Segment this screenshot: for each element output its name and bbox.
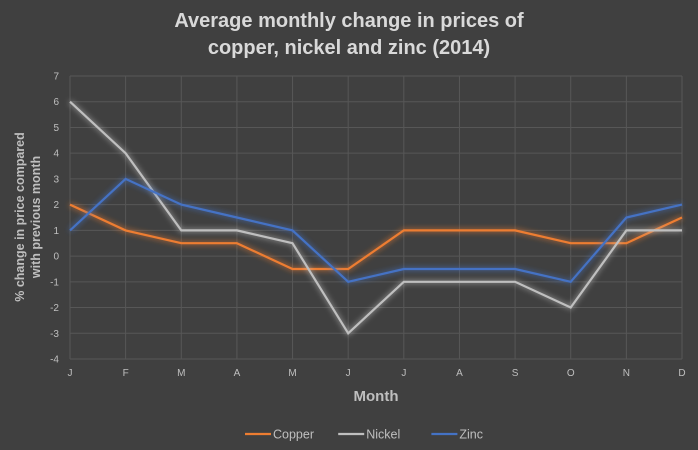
x-tick-label: J	[346, 368, 351, 379]
y-tick-label: 2	[53, 200, 59, 211]
legend-label: Nickel	[366, 428, 400, 442]
legend-item-copper: Copper	[245, 428, 314, 442]
y-tick-label: 7	[53, 72, 59, 83]
y-axis-title-line-1: % change in price compared	[13, 132, 27, 302]
y-axis-title: % change in price compared with previous…	[13, 132, 43, 302]
chart-title: Average monthly change in prices of copp…	[0, 8, 698, 62]
y-axis-title-line-2: with previous month	[29, 156, 43, 279]
y-tick-label: 1	[53, 226, 59, 237]
gridlines	[69, 75, 683, 360]
y-tick-label: 6	[53, 97, 59, 108]
series-line-nickel	[69, 100, 682, 336]
x-tick-label: D	[678, 368, 685, 379]
series-lines	[69, 100, 683, 336]
y-tick-label: 4	[53, 149, 59, 160]
y-tick-label: 0	[53, 252, 59, 263]
x-tick-label: N	[623, 368, 630, 379]
legend-item-zinc: Zinc	[431, 428, 483, 442]
y-tick-label: 5	[53, 123, 59, 134]
legend: Copper Nickel Zinc	[245, 428, 483, 442]
legend-label: Zinc	[459, 428, 483, 442]
y-tick-label: 3	[53, 174, 59, 185]
y-tick-label: -1	[50, 277, 59, 288]
x-tick-label: S	[512, 368, 519, 379]
legend-label: Copper	[273, 428, 314, 442]
series-line-zinc	[69, 177, 683, 284]
x-tick-label: F	[123, 368, 129, 379]
series-line-copper	[69, 203, 683, 271]
x-tick-label: J	[401, 368, 406, 379]
x-tick-label: M	[177, 368, 185, 379]
y-tick-label: -2	[50, 303, 59, 314]
x-axis-title: Month	[354, 388, 399, 405]
x-tick-label: A	[456, 368, 463, 379]
legend-item-nickel: Nickel	[338, 428, 400, 442]
chart-title-line-2: copper, nickel and zinc (2014)	[207, 37, 491, 59]
x-tick-label: J	[68, 368, 73, 379]
x-tick-label: A	[234, 368, 241, 379]
y-tick-label: -4	[50, 355, 59, 366]
x-tick-label: M	[288, 368, 296, 379]
y-axis-ticks: 7 6 5 4 3 2 1 0 -1 -2 -3 -4	[50, 72, 59, 366]
x-tick-label: O	[567, 368, 575, 379]
chart-title-line-1: Average monthly change in prices of	[174, 10, 524, 32]
y-tick-label: -3	[50, 329, 59, 340]
